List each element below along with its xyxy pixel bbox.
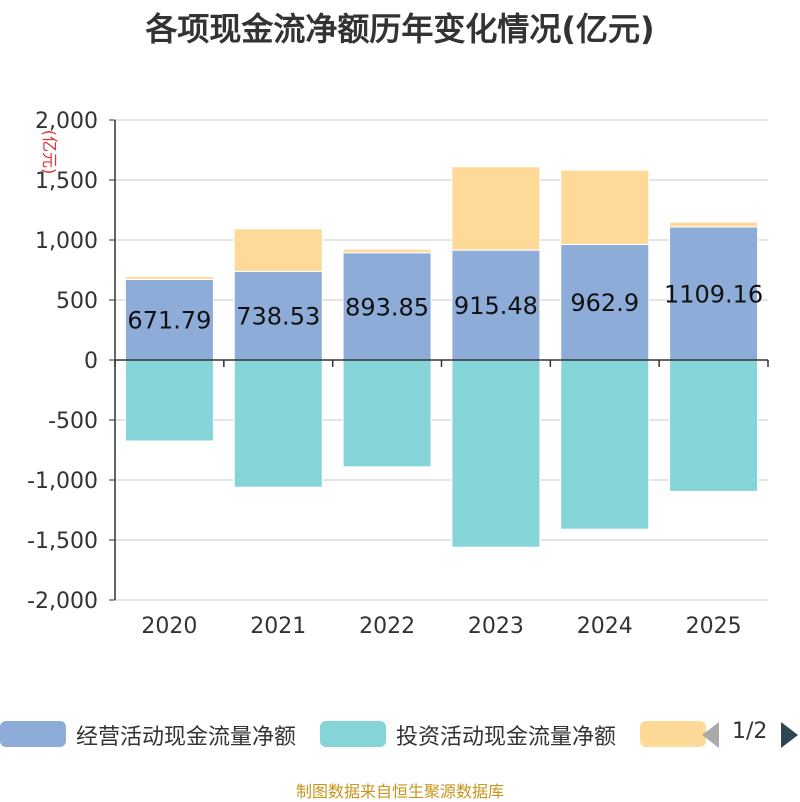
bar-financing (560, 169, 650, 245)
bar-investing (342, 359, 432, 468)
data-label-operating: 1109.16 (664, 280, 763, 308)
bar-financing (342, 248, 432, 254)
chart-title: 各项现金流净额历年变化情况(亿元) (145, 10, 655, 48)
y-tick-label: -2,000 (27, 589, 98, 614)
data-label-operating: 915.48 (454, 292, 538, 320)
y-tick-label: 1,000 (35, 229, 98, 254)
x-tick-label: 2021 (250, 614, 306, 639)
bar-operating (669, 226, 759, 361)
x-tick-label: 2024 (577, 614, 633, 639)
y-axis-unit-label: (亿元) (40, 130, 59, 175)
x-tick-label: 2022 (359, 614, 415, 639)
bar-operating (124, 278, 214, 361)
data-label-operating: 893.85 (345, 293, 429, 321)
x-tick-label: 2025 (686, 614, 742, 639)
y-tick-label: 500 (56, 289, 98, 314)
legend-label-operating: 经营活动现金流量净额 (76, 725, 297, 750)
y-tick-label: -1,500 (27, 529, 98, 554)
bar-financing (233, 228, 323, 272)
bar-investing (233, 359, 323, 488)
legend-prev-page-icon[interactable] (702, 722, 719, 748)
bar-financing (669, 221, 759, 228)
legend-swatch-investing (320, 721, 386, 747)
legend: 经营活动现金流量净额 投资活动现金流量净额 1/2 (0, 716, 800, 752)
y-tick-label: -500 (48, 409, 98, 434)
legend-swatch-financing (640, 721, 706, 747)
source-note: 制图数据来自恒生聚源数据库 (295, 782, 504, 801)
bar-investing (124, 359, 214, 442)
x-tick-label: 2020 (141, 614, 197, 639)
legend-page-indicator: 1/2 (732, 719, 768, 744)
bar-operating (560, 243, 650, 361)
bar-financing (451, 166, 541, 251)
y-tick-label: 0 (84, 349, 98, 374)
y-tick-label: 1,500 (35, 169, 98, 194)
bar-investing (560, 359, 650, 530)
bar-investing (669, 359, 759, 492)
chart: 2,000 1,500 1,000 500 0 -500 -1,000 -1,500 -2,00… (27, 109, 769, 639)
x-tick-label: 2023 (468, 614, 524, 639)
bar-financing (124, 275, 214, 280)
data-label-operating: 671.79 (127, 307, 211, 335)
y-tick-label: -1,000 (27, 469, 98, 494)
bar-operating (342, 252, 432, 361)
bar-investing (451, 359, 541, 548)
y-tick-label: 2,000 (35, 109, 98, 134)
legend-next-page-icon[interactable] (781, 722, 798, 748)
legend-swatch-operating (0, 721, 66, 747)
data-label-operating: 738.53 (236, 303, 320, 331)
legend-label-investing: 投资活动现金流量净额 (396, 725, 617, 750)
data-label-operating: 962.9 (570, 289, 639, 317)
